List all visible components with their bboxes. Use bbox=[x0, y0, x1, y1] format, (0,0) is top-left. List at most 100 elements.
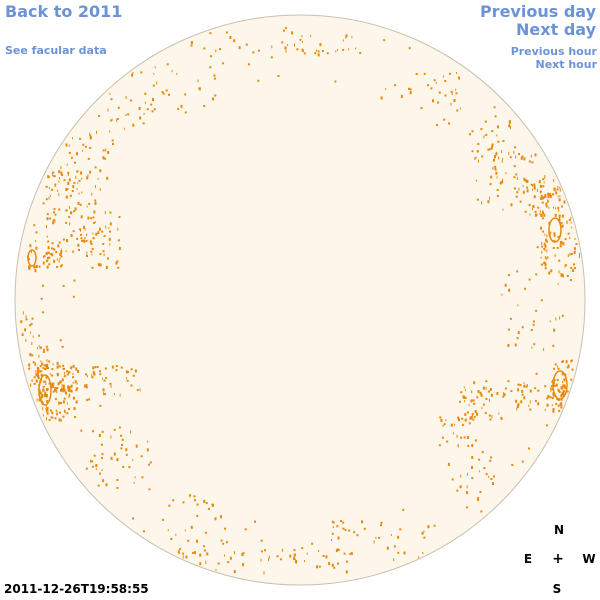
plage-speck bbox=[480, 128, 483, 131]
plage-speck bbox=[342, 39, 344, 42]
plage-speck bbox=[523, 177, 526, 181]
plage-speck bbox=[79, 228, 82, 231]
plage-speck bbox=[318, 549, 320, 552]
plage-speck bbox=[78, 192, 80, 195]
next-day-link[interactable]: Next day bbox=[516, 20, 596, 39]
plage-speck bbox=[149, 461, 152, 464]
plage-speck bbox=[534, 210, 537, 213]
plage-speck bbox=[179, 551, 180, 554]
plage-speck bbox=[72, 230, 75, 233]
plage-speck bbox=[42, 385, 45, 388]
previous-hour-link[interactable]: Previous hour bbox=[510, 45, 597, 58]
plage-speck bbox=[544, 409, 546, 412]
plage-speck bbox=[430, 87, 433, 90]
plage-speck bbox=[99, 169, 102, 173]
plage-speck bbox=[541, 211, 544, 215]
plage-speck bbox=[488, 148, 491, 151]
plage-speck bbox=[457, 444, 459, 448]
plage-speck bbox=[56, 258, 58, 261]
plage-speck bbox=[103, 235, 106, 237]
plage-speck bbox=[95, 232, 98, 236]
plage-speck bbox=[455, 92, 458, 95]
plage-speck bbox=[138, 106, 141, 110]
plage-speck bbox=[198, 87, 201, 91]
plage-speck bbox=[550, 269, 553, 273]
plage-speck bbox=[51, 374, 54, 377]
back-to-year-link[interactable]: Back to 2011 bbox=[5, 2, 123, 21]
plage-speck bbox=[73, 279, 76, 282]
plage-speck bbox=[80, 237, 83, 240]
plage-speck bbox=[397, 551, 400, 554]
plage-speck bbox=[544, 244, 547, 248]
plage-speck bbox=[152, 84, 155, 87]
previous-day-link[interactable]: Previous day bbox=[479, 2, 596, 21]
plage-speck bbox=[348, 529, 351, 532]
plage-speck bbox=[116, 118, 119, 120]
next-hour-link[interactable]: Next hour bbox=[535, 58, 598, 71]
plage-speck bbox=[117, 106, 120, 109]
plage-speck bbox=[60, 388, 61, 391]
plage-speck bbox=[83, 239, 85, 242]
plage-speck bbox=[80, 233, 82, 236]
plage-speck bbox=[543, 261, 546, 264]
plage-speck bbox=[380, 524, 382, 527]
plage-speck bbox=[342, 527, 345, 530]
plage-speck bbox=[540, 184, 542, 188]
plage-speck bbox=[456, 489, 459, 492]
plage-speck bbox=[303, 49, 304, 52]
plage-speck bbox=[113, 393, 115, 396]
plage-speck bbox=[110, 384, 112, 388]
plage-speck bbox=[63, 371, 65, 375]
plage-speck bbox=[115, 365, 118, 367]
plage-speck bbox=[91, 248, 94, 250]
plage-speck bbox=[193, 495, 196, 498]
plage-speck bbox=[539, 190, 542, 193]
plage-speck bbox=[390, 534, 392, 536]
plage-speck bbox=[95, 467, 97, 470]
plage-speck bbox=[115, 261, 118, 265]
plage-speck bbox=[148, 488, 151, 491]
plage-speck bbox=[46, 395, 48, 399]
plage-speck bbox=[28, 266, 31, 269]
plage-speck bbox=[175, 533, 177, 536]
plage-speck bbox=[559, 216, 561, 219]
plage-speck bbox=[143, 530, 145, 533]
plage-speck bbox=[25, 318, 28, 321]
plage-speck bbox=[46, 409, 49, 412]
plage-speck bbox=[109, 222, 112, 226]
plage-speck bbox=[459, 107, 461, 110]
plage-speck bbox=[500, 416, 503, 420]
plage-speck bbox=[573, 267, 576, 270]
plage-speck bbox=[393, 558, 395, 562]
plage-speck bbox=[385, 88, 387, 91]
plage-speck bbox=[340, 520, 342, 523]
plage-speck bbox=[30, 251, 32, 253]
plage-speck bbox=[86, 205, 88, 208]
plage-speck bbox=[502, 208, 504, 211]
plage-speck bbox=[458, 76, 460, 80]
plage-speck bbox=[484, 120, 487, 123]
plage-speck bbox=[35, 231, 38, 234]
plage-speck bbox=[94, 201, 97, 205]
plage-speck bbox=[241, 553, 244, 557]
plage-speck bbox=[109, 230, 111, 233]
plage-speck bbox=[333, 566, 336, 569]
plage-speck bbox=[46, 217, 49, 221]
plage-speck bbox=[62, 389, 64, 392]
facular-data-link[interactable]: See facular data bbox=[5, 44, 107, 57]
plage-speck bbox=[214, 517, 217, 521]
plage-speck bbox=[90, 243, 93, 245]
plage-speck bbox=[55, 251, 58, 253]
plage-speck bbox=[217, 562, 220, 565]
plage-speck bbox=[51, 411, 54, 414]
plage-speck bbox=[380, 96, 383, 100]
plage-speck bbox=[140, 455, 143, 458]
plage-speck bbox=[337, 536, 340, 540]
plage-speck bbox=[555, 402, 558, 405]
plage-speck bbox=[25, 315, 27, 319]
observation-timestamp: 2011-12-26T19:58:55 bbox=[4, 582, 149, 596]
plage-speck bbox=[87, 216, 90, 220]
plage-speck bbox=[461, 423, 464, 426]
plage-speck bbox=[104, 157, 107, 160]
plage-speck bbox=[25, 338, 27, 342]
